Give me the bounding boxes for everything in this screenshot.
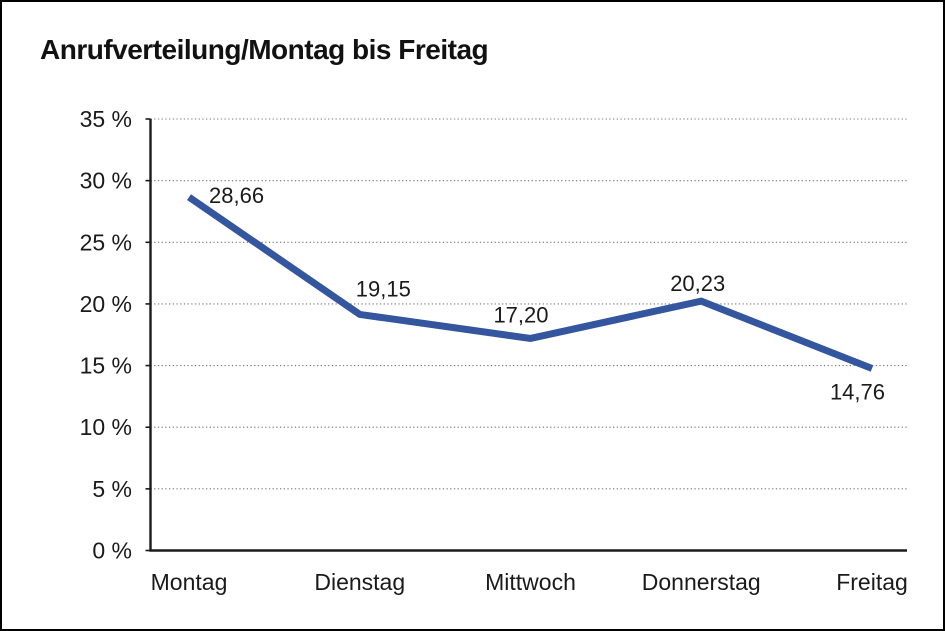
y-axis-tick-label: 0 % bbox=[92, 538, 132, 564]
x-axis-category-label: Montag bbox=[151, 569, 228, 595]
data-point-label: 17,20 bbox=[493, 302, 548, 327]
data-series-line bbox=[187, 194, 874, 372]
data-point-label: 28,66 bbox=[209, 183, 264, 208]
x-axis-category-label: Mittwoch bbox=[485, 569, 576, 595]
y-axis-tick-label: 25 % bbox=[80, 229, 132, 255]
x-axis-category-label: Dienstag bbox=[314, 569, 405, 595]
y-axis-tick-label: 5 % bbox=[92, 476, 132, 502]
axis-lines bbox=[149, 119, 907, 552]
chart-title: Anrufverteilung/Montag bis Freitag bbox=[40, 34, 489, 65]
data-point-label: 20,23 bbox=[670, 271, 725, 296]
y-axis-tick-label: 20 % bbox=[80, 291, 132, 317]
x-axis-category-label: Donnerstag bbox=[642, 569, 761, 595]
y-axis-tick-label: 30 % bbox=[80, 168, 132, 194]
y-axis-tick-label: 15 % bbox=[80, 353, 132, 379]
data-point-label: 19,15 bbox=[356, 276, 411, 301]
data-point-label: 14,76 bbox=[830, 380, 885, 405]
y-axis-tick-label: 35 % bbox=[80, 106, 132, 132]
x-axis-category-label: Freitag bbox=[836, 569, 908, 595]
y-axis-tick-label: 10 % bbox=[80, 414, 132, 440]
